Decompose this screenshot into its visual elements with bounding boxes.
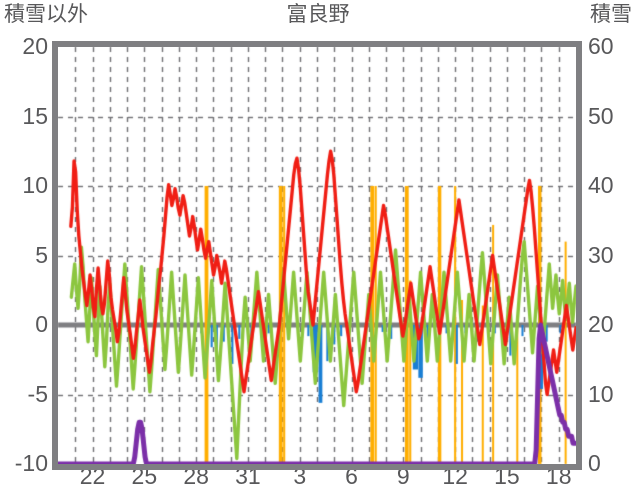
- x-tick: 31: [235, 463, 261, 489]
- y-tick-right: 50: [588, 102, 614, 129]
- y-tick-right: 40: [588, 172, 614, 198]
- x-tick: 22: [79, 463, 106, 489]
- y-tick-right: 0: [588, 450, 601, 476]
- right-axis-ticks: 60 50 40 30 20 10 0: [588, 0, 636, 501]
- right-axis-title: 積雪: [590, 3, 632, 26]
- y-tick-left: 5: [35, 241, 48, 268]
- y-tick-left: 15: [22, 102, 48, 129]
- x-tick: 28: [183, 463, 209, 489]
- y-tick-left: -10: [14, 450, 48, 476]
- y-tick-right: 20: [588, 311, 614, 337]
- y-tick-left: 10: [22, 172, 48, 198]
- x-tick: 12: [442, 463, 468, 489]
- left-axis-ticks: 20 15 10 5 0 -5 -10: [0, 0, 48, 501]
- x-tick: 9: [396, 463, 410, 489]
- plot-area: [52, 41, 582, 470]
- left-axis-title: 積雪以外: [4, 3, 88, 26]
- y-tick-left: 0: [35, 311, 48, 337]
- y-tick-right: 30: [588, 241, 614, 268]
- x-tick: 3: [293, 463, 307, 489]
- y-tick-right: 60: [588, 33, 614, 59]
- x-tick: 18: [545, 463, 572, 489]
- y-tick-left: -5: [27, 380, 48, 407]
- chart-canvas: [52, 41, 582, 470]
- x-tick: 25: [131, 463, 158, 489]
- y-tick-left: 20: [22, 33, 48, 59]
- page-title: 富良野: [286, 3, 350, 26]
- x-tick: 15: [494, 463, 520, 489]
- y-tick-right: 10: [588, 380, 614, 407]
- x-tick: 6: [345, 463, 358, 489]
